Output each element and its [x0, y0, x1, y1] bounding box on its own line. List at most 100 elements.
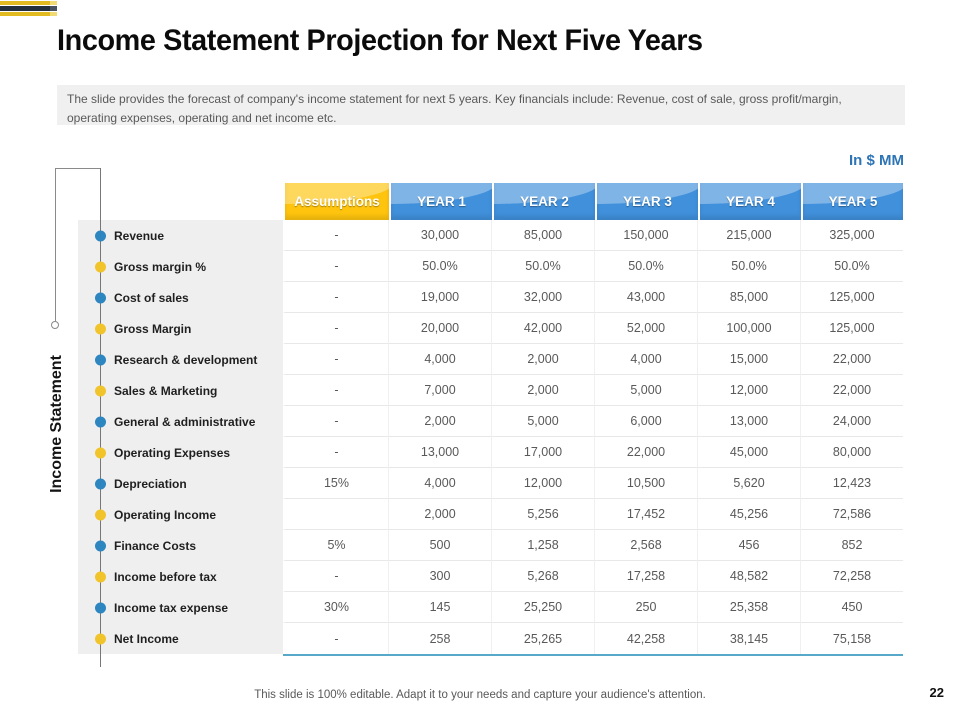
value-cell: 1,258: [492, 530, 595, 561]
value-cell: 4,000: [595, 344, 698, 375]
value-cell: -: [283, 623, 389, 654]
table-row: Net Income - 258 25,265 42,258 38,145 75…: [78, 623, 903, 654]
value-cell: 43,000: [595, 282, 698, 313]
value-cell: 50.0%: [492, 251, 595, 282]
value-cell: 50.0%: [389, 251, 492, 282]
value-cell: 2,000: [389, 499, 492, 530]
header-spacer: [78, 183, 283, 220]
value-cell: -: [283, 344, 389, 375]
value-cell: 456: [698, 530, 801, 561]
row-label-text: Income tax expense: [114, 600, 229, 615]
value-cell: 5,268: [492, 561, 595, 592]
value-cell: 12,423: [801, 468, 903, 499]
bullet-icon: [95, 323, 106, 334]
bullet-icon: [95, 478, 106, 489]
value-cell: -: [283, 437, 389, 468]
value-cell: 17,452: [595, 499, 698, 530]
value-cell: 85,000: [698, 282, 801, 313]
logo-stripes: [0, 1, 57, 17]
value-cell: 45,000: [698, 437, 801, 468]
bullet-icon: [95, 416, 106, 427]
value-cell: 13,000: [389, 437, 492, 468]
value-cell: 5,620: [698, 468, 801, 499]
col-header-year-5: YEAR 5: [801, 183, 903, 220]
table-row: Gross Margin - 20,000 42,000 52,000 100,…: [78, 313, 903, 344]
table-row: Income tax expense 30% 145 25,250 250 25…: [78, 592, 903, 623]
value-cell: 10,500: [595, 468, 698, 499]
value-cell: 5%: [283, 530, 389, 561]
value-cell: -: [283, 375, 389, 406]
value-cell: 24,000: [801, 406, 903, 437]
income-table: Assumptions YEAR 1 YEAR 2 YEAR 3 YEAR 4 …: [78, 183, 903, 654]
value-cell: 72,258: [801, 561, 903, 592]
table-row: Revenue - 30,000 85,000 150,000 215,000 …: [78, 220, 903, 251]
footer-note: This slide is 100% editable. Adapt it to…: [254, 689, 706, 701]
col-header-assumptions: Assumptions: [283, 183, 389, 220]
row-label-text: Net Income: [114, 631, 179, 646]
row-label-text: Sales & Marketing: [114, 383, 218, 398]
value-cell: 12,000: [698, 375, 801, 406]
value-cell: 5,000: [492, 406, 595, 437]
value-cell: 258: [389, 623, 492, 654]
table-row: Depreciation 15% 4,000 12,000 10,500 5,6…: [78, 468, 903, 499]
value-cell: 2,000: [492, 375, 595, 406]
description-box: The slide provides the forecast of compa…: [57, 85, 905, 125]
row-label: Gross margin %: [78, 251, 283, 282]
value-cell: 5,256: [492, 499, 595, 530]
row-label: Net Income: [78, 623, 283, 654]
value-cell: -: [283, 406, 389, 437]
value-cell: 85,000: [492, 220, 595, 251]
row-label-text: Operating Income: [114, 507, 217, 522]
logo-stripe-yellow-top: [0, 1, 57, 5]
value-cell: 22,000: [801, 344, 903, 375]
value-cell: 5,000: [595, 375, 698, 406]
value-cell: 100,000: [698, 313, 801, 344]
row-label: General & administrative: [78, 406, 283, 437]
value-cell: 25,250: [492, 592, 595, 623]
bullet-icon: [95, 571, 106, 582]
row-label-text: Operating Expenses: [114, 445, 231, 460]
value-cell: 48,582: [698, 561, 801, 592]
value-cell: [283, 499, 389, 530]
value-cell: 19,000: [389, 282, 492, 313]
table-row: Research & development - 4,000 2,000 4,0…: [78, 344, 903, 375]
header-row: Assumptions YEAR 1 YEAR 2 YEAR 3 YEAR 4 …: [78, 183, 903, 220]
table-row: Income before tax - 300 5,268 17,258 48,…: [78, 561, 903, 592]
value-cell: 32,000: [492, 282, 595, 313]
row-label-text: Income before tax: [114, 569, 217, 584]
value-cell: 42,000: [492, 313, 595, 344]
row-label-text: Finance Costs: [114, 538, 197, 553]
unit-label: In $ MM: [849, 152, 904, 169]
col-header-year-1: YEAR 1: [389, 183, 492, 220]
value-cell: 12,000: [492, 468, 595, 499]
value-cell: 250: [595, 592, 698, 623]
value-cell: 852: [801, 530, 903, 561]
vertical-section-label: Income Statement: [48, 355, 65, 493]
bullet-icon: [95, 385, 106, 396]
table-row: Operating Expenses - 13,000 17,000 22,00…: [78, 437, 903, 468]
bullet-icon: [95, 261, 106, 272]
row-label: Sales & Marketing: [78, 375, 283, 406]
value-cell: 2,000: [389, 406, 492, 437]
value-cell: 38,145: [698, 623, 801, 654]
description-text: The slide provides the forecast of compa…: [67, 92, 842, 125]
value-cell: 42,258: [595, 623, 698, 654]
value-cell: 125,000: [801, 313, 903, 344]
value-cell: 4,000: [389, 344, 492, 375]
value-cell: 215,000: [698, 220, 801, 251]
value-cell: 145: [389, 592, 492, 623]
row-label-text: General & administrative: [114, 414, 256, 429]
value-cell: -: [283, 220, 389, 251]
bracket-line-horizontal: [55, 168, 101, 169]
bracket-endpoint-dot: [51, 321, 59, 329]
row-label-text: Gross margin %: [114, 259, 207, 274]
col-header-year-2: YEAR 2: [492, 183, 595, 220]
bullet-icon: [95, 540, 106, 551]
value-cell: 25,358: [698, 592, 801, 623]
bullet-icon: [95, 633, 106, 644]
row-label: Income before tax: [78, 561, 283, 592]
value-cell: 2,568: [595, 530, 698, 561]
value-cell: 45,256: [698, 499, 801, 530]
page-title: Income Statement Projection for Next Fiv…: [57, 24, 703, 57]
row-label: Operating Income: [78, 499, 283, 530]
